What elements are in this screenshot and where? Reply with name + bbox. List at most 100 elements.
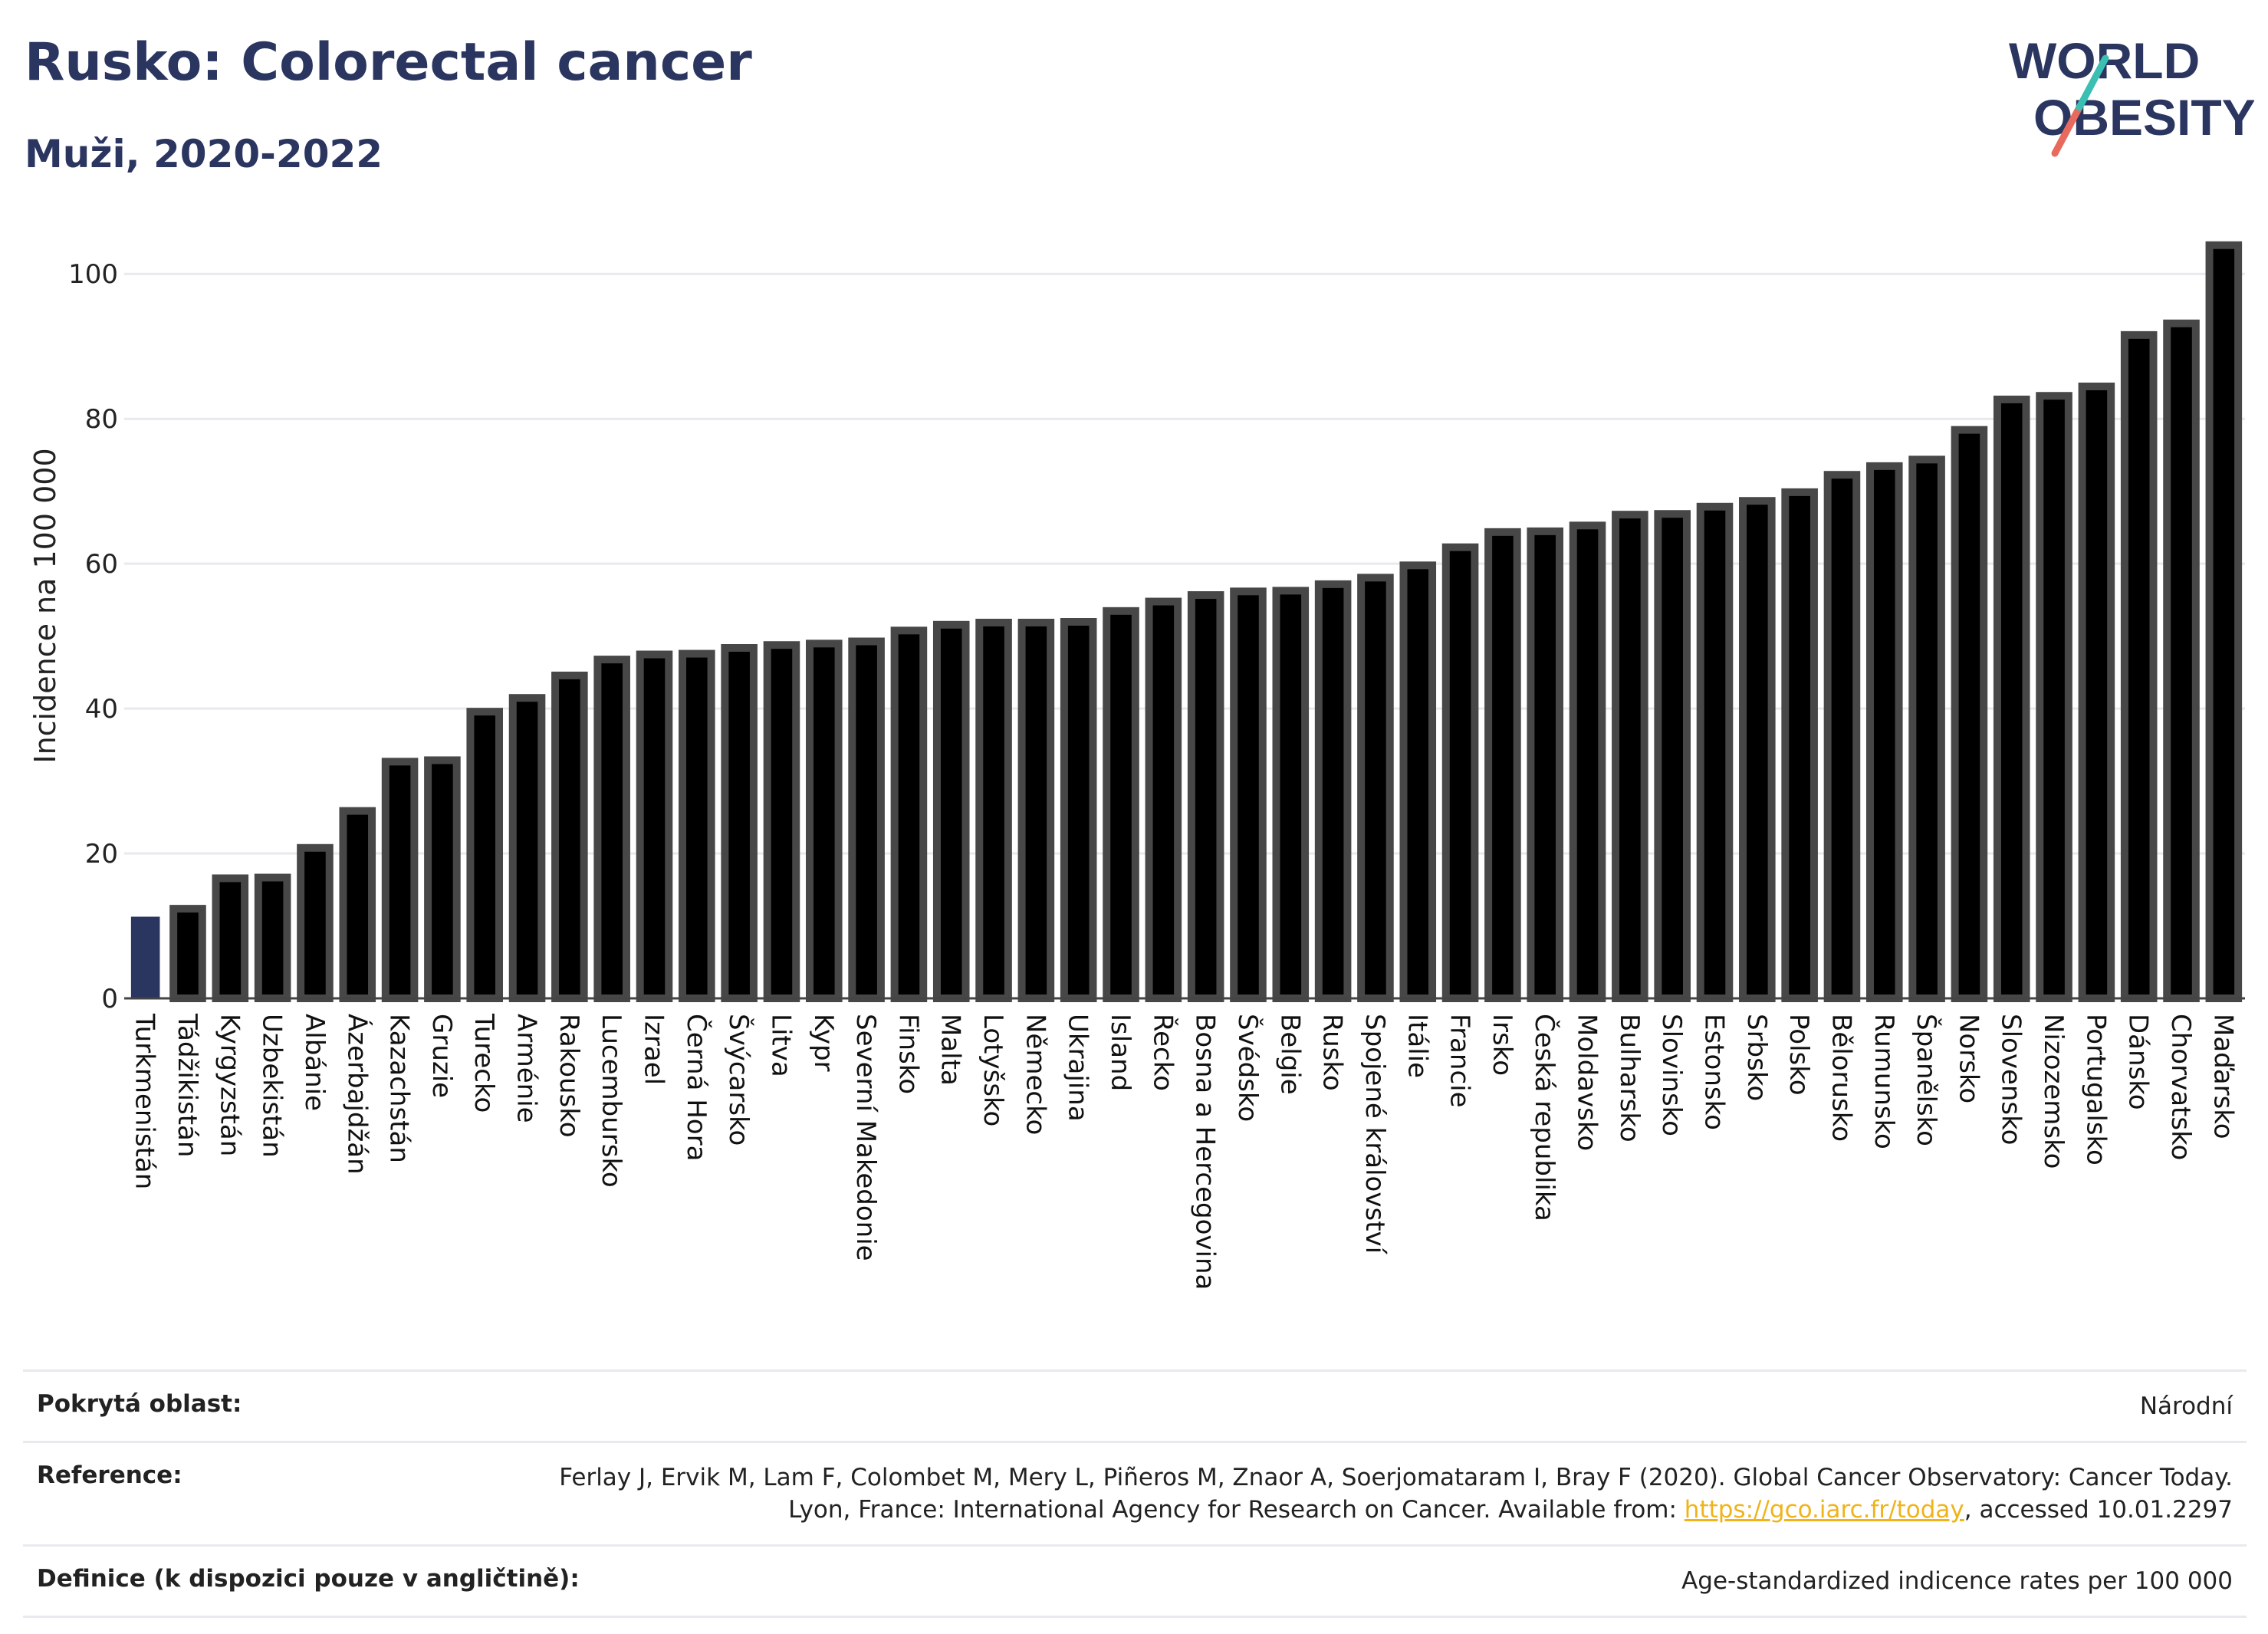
x-tick-label: Kazachstán [384, 1014, 415, 1163]
x-tick-label: Švýcarsko [723, 1014, 754, 1146]
x-tick-label: Turkmenistán [130, 1013, 160, 1189]
x-tick-labels: Turkmenistán Tádžikistán Kyrgyzstán Uzbekis… [130, 1013, 2239, 1290]
reference-accessed: , accessed 10.01.2297 [1964, 1496, 2233, 1524]
bar [890, 626, 928, 1003]
bar [254, 873, 291, 1003]
y-tick-label: 40 [85, 694, 118, 725]
x-tick-label: Ukrajina [1063, 1014, 1093, 1122]
x-tick-label: Kypr [808, 1014, 839, 1072]
x-tick-label: Arménie [511, 1014, 542, 1123]
bar [1399, 561, 1437, 1002]
x-tick-label: Srbsko [1741, 1014, 1772, 1101]
bar [848, 637, 885, 1002]
x-tick-label: Rakousko [554, 1014, 584, 1138]
x-tick-label: Rumunsko [1869, 1014, 1899, 1149]
definition-value: Age-standardized indicence rates per 100… [1681, 1567, 2233, 1595]
reference-row: Reference: Ferlay J, Ervik M, Lam F, Col… [23, 1441, 2247, 1544]
y-tick-label: 100 [68, 259, 118, 290]
bar [339, 807, 376, 1003]
x-tick-label: Uzbekistán [257, 1014, 288, 1158]
coverage-row: Pokrytá oblast: Národní [23, 1369, 2247, 1441]
bar [1484, 528, 1521, 1002]
page-title: Rusko: Colorectal cancer [25, 32, 752, 93]
bar [805, 639, 843, 1002]
world-obesity-logo: WORLD OBESITY [2009, 32, 2254, 157]
logo-slash-red [2051, 104, 2083, 157]
definition-row: Definice (k dispozici pouze v angličtině… [23, 1544, 2247, 1618]
bar [1017, 618, 1055, 1002]
x-tick-label: Bosna a Hercegovina [1190, 1014, 1221, 1290]
x-tick-label: Estonsko [1699, 1014, 1730, 1130]
bar [1357, 574, 1394, 1002]
bar [1060, 618, 1097, 1002]
footer-table: Pokrytá oblast: Národní Reference: Ferla… [23, 1369, 2247, 1618]
x-tick-label: Chorvatsko [2165, 1014, 2196, 1160]
x-tick-label: Lotyšsko [978, 1014, 1008, 1126]
bar [1951, 426, 1988, 1002]
reference-link[interactable]: https://gco.iarc.fr/today [1684, 1496, 1964, 1524]
x-tick-label: Severní Makedonie [850, 1014, 881, 1261]
x-tick-label: Irsko [1487, 1014, 1517, 1076]
bar [932, 620, 970, 1002]
x-tick-label: Tádžikistán [172, 1013, 202, 1157]
y-tick-label: 0 [101, 984, 118, 1014]
x-tick-label: Malta [935, 1014, 966, 1086]
x-tick-label: Slovinsko [1656, 1014, 1687, 1136]
x-tick-label: Moldavsko [1572, 1014, 1602, 1151]
bar [1441, 543, 1479, 1002]
bar [1103, 607, 1139, 1002]
bar [1314, 580, 1352, 1002]
bar [1654, 510, 1691, 1002]
x-tick-label: Albánie [299, 1014, 330, 1111]
x-tick-label: Nizozemsko [2038, 1014, 2069, 1169]
bar [1908, 455, 1945, 1002]
bar [551, 671, 588, 1002]
bar [2036, 392, 2072, 1002]
x-tick-label: Česká republika [1529, 1014, 1560, 1221]
definition-label: Definice (k dispozici pouze v angličtině… [37, 1565, 580, 1593]
y-tick-label: 20 [85, 839, 118, 870]
x-tick-label: Portugalsko [2080, 1014, 2111, 1165]
bar [130, 916, 160, 998]
bars [124, 241, 2245, 1003]
page-subtitle: Muži, 2020-2022 [25, 132, 383, 176]
x-tick-label: Gruzie [426, 1014, 457, 1098]
y-tick-labels: 0 20 40 60 80 100 [68, 259, 118, 1014]
coverage-label: Pokrytá oblast: [37, 1390, 242, 1418]
bar [466, 708, 504, 1002]
bar [1865, 462, 1903, 1002]
coverage-value: Národní [2139, 1392, 2233, 1420]
bar [1993, 395, 2030, 1002]
x-tick-label: Island [1105, 1014, 1136, 1091]
x-tick-label: Francie [1445, 1014, 1475, 1108]
reference-value: Ferlay J, Ervik M, Lam F, Colombet M, Me… [546, 1461, 2233, 1526]
x-tick-label: Spojené království [1359, 1014, 1390, 1255]
x-tick-label: Lucembursko [596, 1014, 626, 1188]
bar [2120, 330, 2158, 1003]
x-tick-label: Rusko [1317, 1014, 1348, 1091]
bar [1272, 587, 1310, 1002]
x-tick-label: Turecko [468, 1013, 499, 1113]
y-axis-label: Incidence na 100 000 [28, 448, 62, 763]
x-tick-label: Maďarsko [2207, 1014, 2238, 1139]
x-tick-label: Litva [765, 1014, 796, 1077]
bar [679, 649, 715, 1002]
bar [1739, 497, 1776, 1002]
x-tick-label: Belgie [1274, 1014, 1305, 1095]
bar [1145, 597, 1182, 1002]
x-tick-label: Dánsko [2123, 1014, 2154, 1110]
bar [297, 843, 334, 1003]
bar [1527, 527, 1564, 1002]
x-tick-label: Španělsko [1911, 1014, 1942, 1146]
bar [721, 644, 758, 1002]
bar [975, 618, 1012, 1002]
bar [636, 650, 673, 1002]
y-tick-label: 60 [85, 549, 118, 580]
bar [169, 905, 206, 1003]
bar [1823, 471, 1861, 1002]
x-tick-label: Polsko [1783, 1014, 1814, 1096]
x-tick-label: Slovensko [1996, 1014, 2026, 1145]
x-tick-label: Kyrgyzstán [214, 1014, 245, 1156]
bar [1612, 511, 1648, 1002]
x-tick-label: Černá Hora [681, 1014, 712, 1161]
